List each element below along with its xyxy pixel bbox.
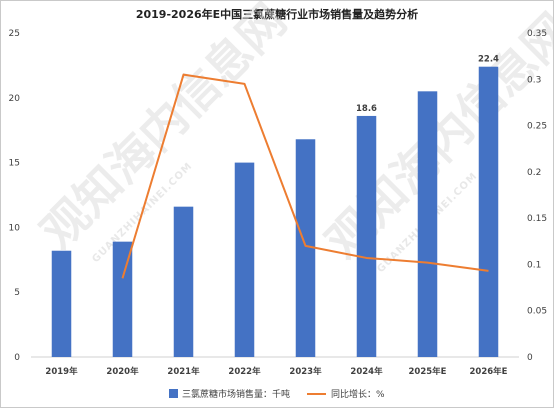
right-axis-tick-label: 0.2 bbox=[527, 168, 541, 178]
bar bbox=[51, 250, 72, 357]
x-axis-tick-label: 2022年 bbox=[228, 366, 261, 377]
bar bbox=[234, 162, 255, 357]
left-axis-tick-label: 20 bbox=[9, 94, 21, 104]
right-axis-tick-label: 0.3 bbox=[527, 75, 541, 85]
left-axis-ticks: 0 5 10 15 20 25 bbox=[9, 29, 21, 363]
x-axis-tick-label: 2024年 bbox=[350, 366, 383, 377]
x-axis-tick-label: 2020年 bbox=[106, 366, 139, 377]
right-axis-tick-label: 0 bbox=[527, 353, 533, 363]
right-axis-tick-label: 0.25 bbox=[527, 122, 547, 132]
legend-bar-swatch bbox=[169, 389, 178, 398]
line-series bbox=[121, 73, 489, 279]
bar-data-label: 18.6 bbox=[356, 104, 377, 114]
bar bbox=[478, 66, 499, 358]
x-axis-tick-label: 2019年 bbox=[45, 366, 78, 377]
bar-series bbox=[51, 66, 499, 358]
bar bbox=[173, 206, 194, 357]
legend-bar-label: 三氯蔗糖市场销售量：千吨 bbox=[182, 388, 290, 400]
x-axis-tick-label: 2026年E bbox=[470, 366, 508, 377]
growth-line bbox=[121, 73, 489, 279]
x-axis-tick-label: 2021年 bbox=[167, 366, 200, 377]
bar-data-label: 22.4 bbox=[478, 55, 499, 65]
legend-line-label: 同比增长：% bbox=[331, 388, 385, 400]
bar bbox=[356, 115, 377, 357]
right-axis-tick-label: 0.05 bbox=[527, 307, 547, 317]
x-axis-tick-label: 2023年 bbox=[289, 366, 322, 377]
chart-title: 2019-2026年E中国三氯蔗糖行业市场销售量及趋势分析 bbox=[136, 7, 418, 21]
legend: 三氯蔗糖市场销售量：千吨 同比增长：% bbox=[169, 388, 385, 400]
data-labels: 18.6 22.4 bbox=[356, 55, 499, 114]
right-axis-tick-label: 0.1 bbox=[527, 260, 541, 270]
bar bbox=[112, 241, 133, 357]
bar bbox=[417, 91, 438, 357]
x-axis-tick-label: 2025年E bbox=[409, 366, 447, 377]
watermark: 观知海内信息网GUANZHIHAINEI.COM观知海内信息网GUANZHIHA… bbox=[31, 1, 553, 275]
left-axis-tick-label: 0 bbox=[14, 353, 20, 363]
left-axis-tick-label: 5 bbox=[14, 288, 20, 298]
left-axis-tick-label: 10 bbox=[9, 223, 21, 233]
left-axis-tick-label: 15 bbox=[9, 159, 20, 169]
bar bbox=[295, 139, 316, 357]
watermark-text: 观知海内信息网 bbox=[31, 1, 297, 259]
right-axis-tick-label: 0.35 bbox=[527, 29, 547, 39]
right-axis-ticks: 0 0.05 0.1 0.15 0.2 0.25 0.3 0.35 bbox=[527, 29, 547, 363]
left-axis-tick-label: 25 bbox=[9, 29, 20, 39]
x-axis-ticks: 2019年 2020年 2021年 2022年 2023年 2024年 2025年E 2026… bbox=[45, 366, 507, 377]
right-axis-tick-label: 0.15 bbox=[527, 214, 547, 224]
